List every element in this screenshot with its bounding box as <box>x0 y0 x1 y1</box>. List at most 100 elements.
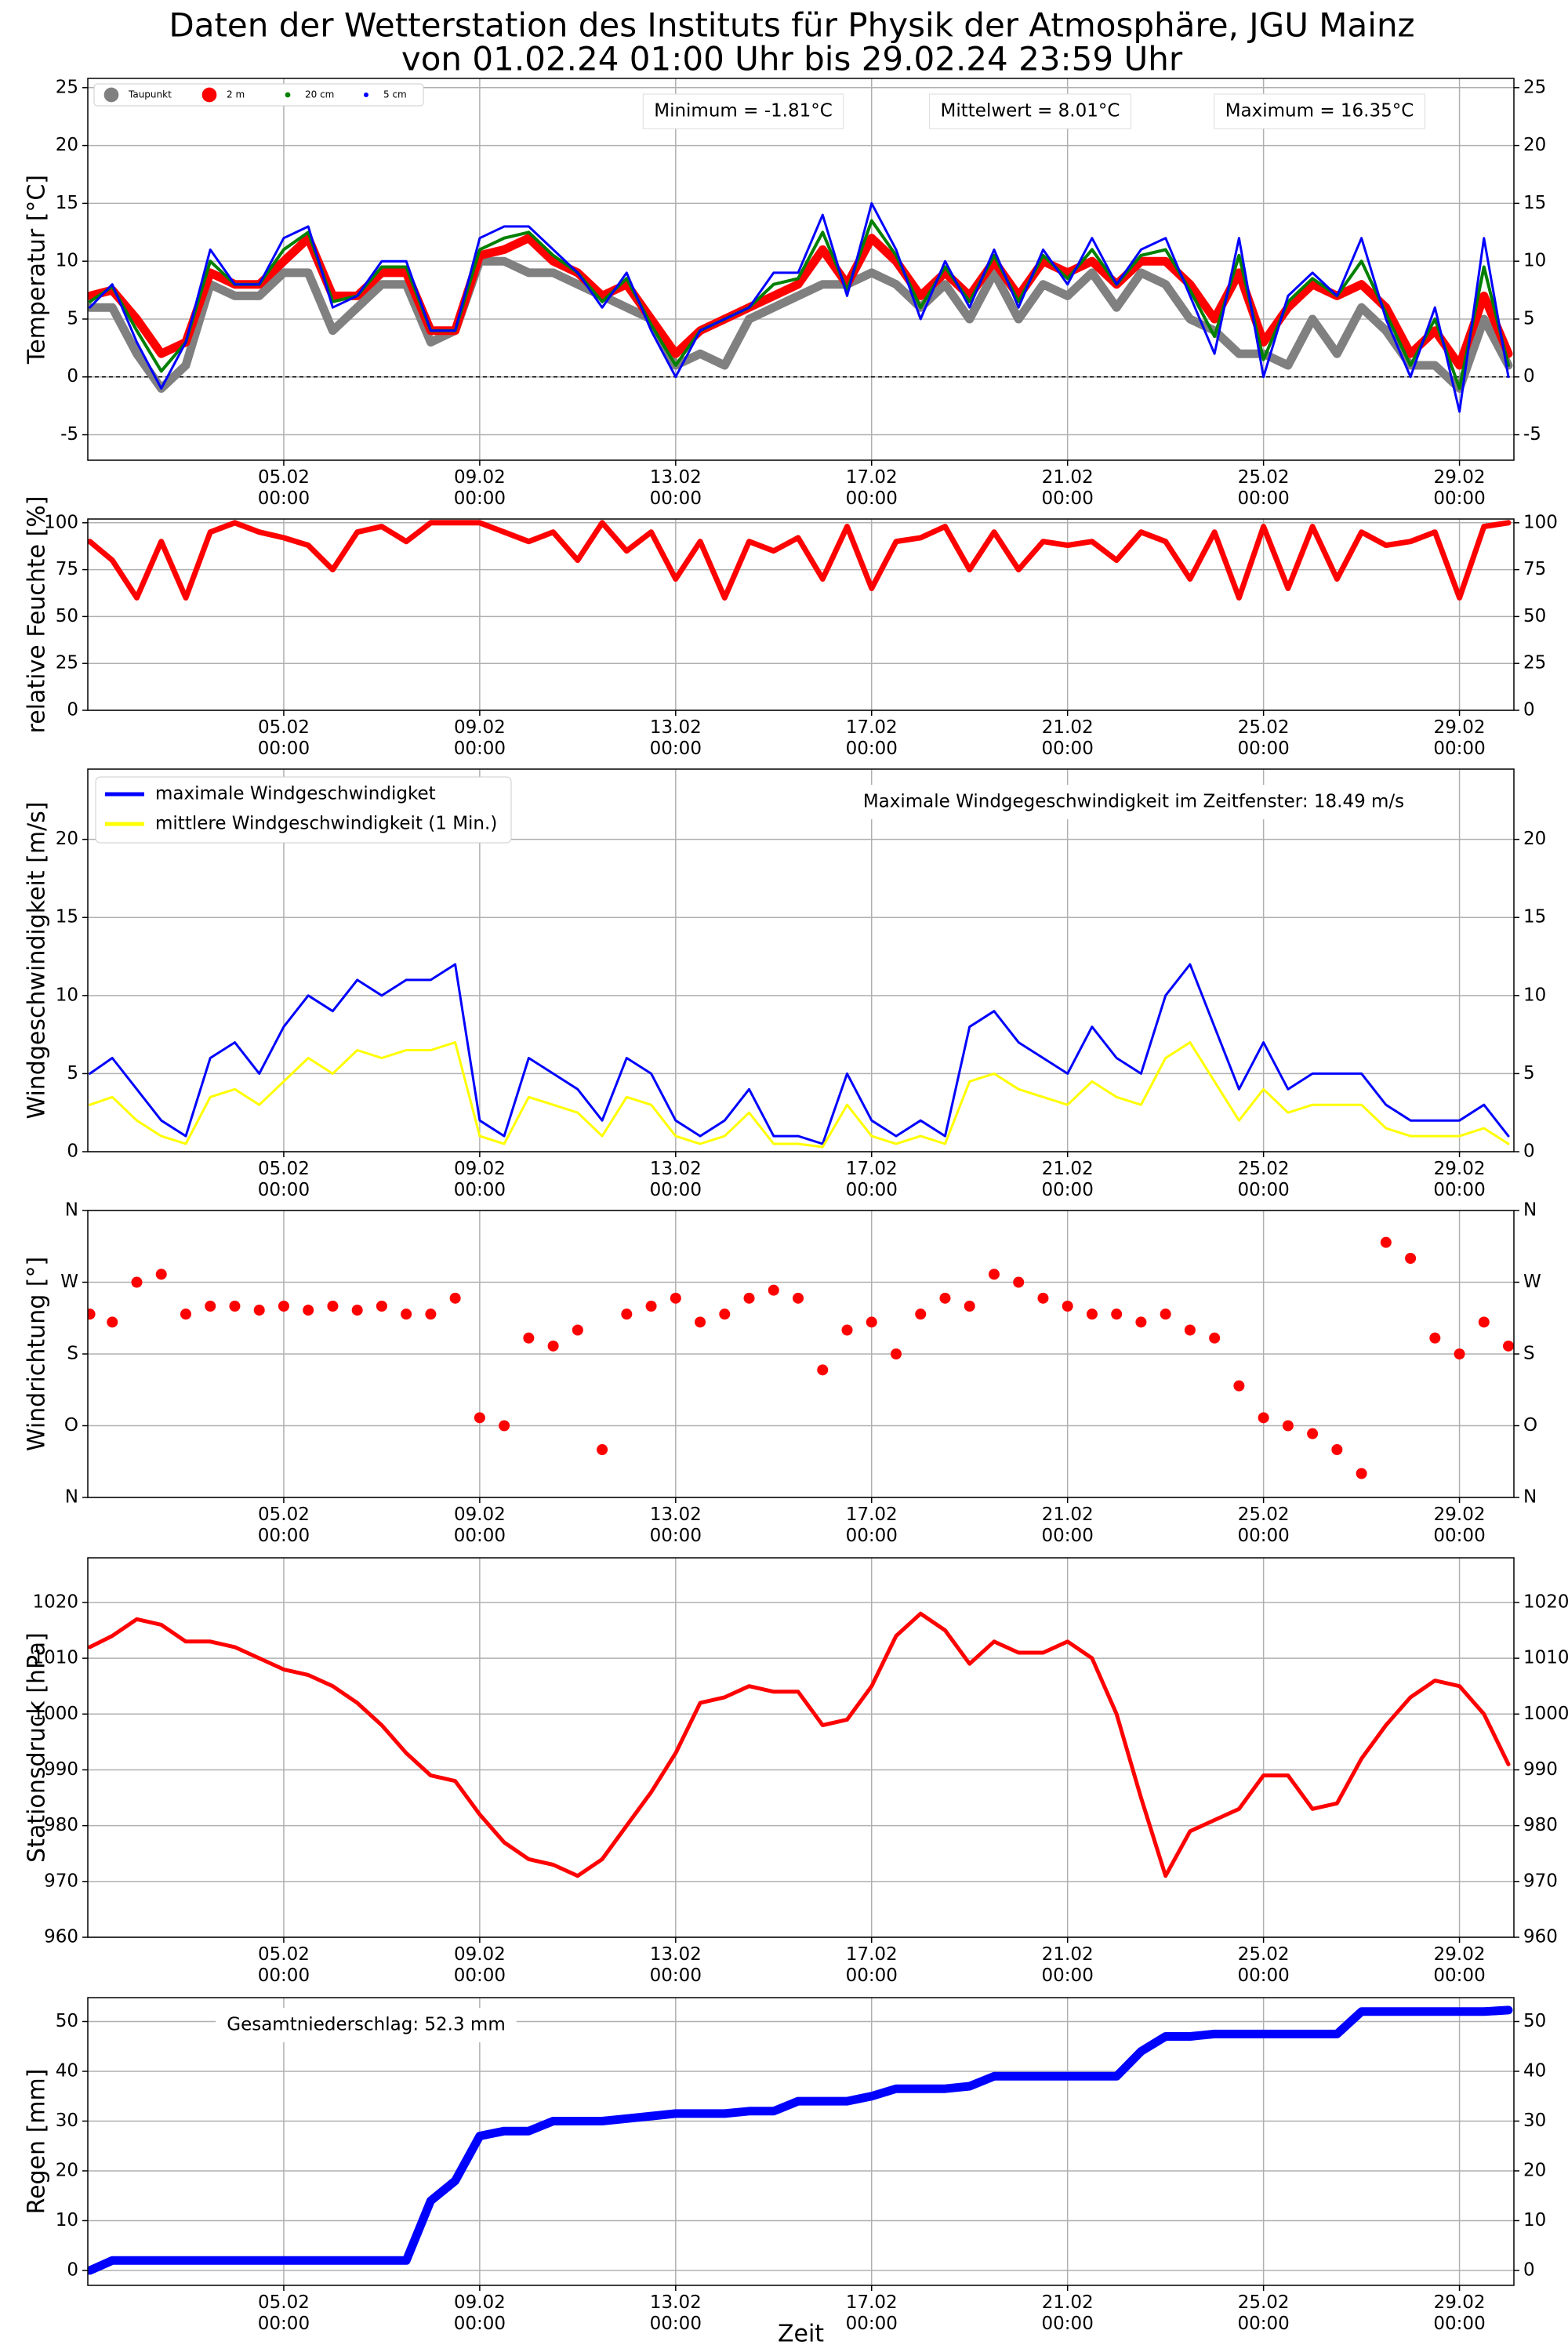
point <box>253 1305 265 1316</box>
y-tick-label: W <box>60 1272 78 1292</box>
point <box>1503 1340 1514 1352</box>
y-tick-label: 1010 <box>1523 1648 1568 1668</box>
legend-label: 2 m <box>227 89 245 100</box>
annotation-box <box>1214 93 1425 129</box>
y-tick-label: 0 <box>67 700 78 720</box>
y-tick-label: 990 <box>44 1759 78 1780</box>
point <box>523 1332 535 1344</box>
point <box>1209 1332 1221 1344</box>
line <box>89 201 1510 413</box>
y-tick-label: 970 <box>44 1871 78 1891</box>
point <box>88 1308 96 1320</box>
x-tick-label: 13.02 00:00 <box>649 1944 702 1986</box>
point <box>547 1340 559 1352</box>
annotation: Gesamtniederschlag: 52.3 mm <box>227 2015 505 2035</box>
y-tick-label: 20 <box>1523 2160 1546 2180</box>
point <box>1135 1316 1147 1328</box>
plot-area <box>89 963 1510 1149</box>
y-tick-label: 960 <box>44 1927 78 1947</box>
plot-area <box>88 520 1512 601</box>
y-axis-label: relative Feuchte [%] <box>24 496 51 734</box>
point <box>1233 1380 1245 1392</box>
plot-frame <box>87 1997 1515 2286</box>
x-tick-label: 21.02 00:00 <box>1041 467 1094 509</box>
point <box>743 1292 755 1304</box>
y-tick-label: 0 <box>1523 366 1535 387</box>
x-tick-label: 17.02 00:00 <box>845 1504 898 1546</box>
y-tick-label: 15 <box>56 907 78 927</box>
point <box>670 1292 681 1304</box>
y-tick-label: 0 <box>67 366 78 387</box>
point <box>695 1316 706 1328</box>
point <box>988 1269 1000 1280</box>
annotation: Maximum = 16.35°C <box>1225 101 1414 122</box>
plot-area <box>88 1611 1511 1878</box>
point <box>1380 1236 1392 1248</box>
x-tick-label: 29.02 00:00 <box>1433 1159 1486 1200</box>
y-tick-label: 10 <box>1523 251 1546 271</box>
y-tick-label: 15 <box>1523 193 1546 213</box>
y-tick-label: N <box>1523 1487 1537 1508</box>
y-tick-label: 20 <box>1523 135 1546 155</box>
annotation-box <box>216 2008 517 2042</box>
y-tick-label: 25 <box>1523 653 1546 673</box>
point <box>474 1412 485 1424</box>
x-tick-label: 17.02 00:00 <box>845 1944 898 1986</box>
x-tick-label: 29.02 00:00 <box>1433 1504 1486 1546</box>
y-tick-label: N <box>65 1200 78 1221</box>
x-tick-label: 05.02 00:00 <box>257 1504 310 1546</box>
y-tick-label: 980 <box>44 1815 78 1835</box>
y-axis-label: Windrichtung [°] <box>24 1257 51 1451</box>
x-tick-label: 09.02 00:00 <box>453 717 506 759</box>
point <box>645 1301 657 1312</box>
point <box>1405 1253 1417 1264</box>
legend-marker <box>103 87 119 103</box>
plot-frame <box>87 78 1515 461</box>
y-tick-label: 100 <box>44 512 78 532</box>
plot-area <box>88 2005 1513 2275</box>
point <box>964 1301 975 1312</box>
legend-marker <box>201 87 217 103</box>
x-tick-label: 09.02 00:00 <box>453 1504 506 1546</box>
x-tick-label: 29.02 00:00 <box>1433 2292 1486 2334</box>
point <box>768 1284 779 1296</box>
point <box>327 1301 339 1312</box>
x-axis-label: Zeit <box>778 2321 824 2348</box>
point <box>1429 1332 1441 1344</box>
y-tick-label: 75 <box>1523 559 1546 579</box>
x-tick-label: 09.02 00:00 <box>453 1159 506 1200</box>
x-tick-label: 05.02 00:00 <box>257 1944 310 1986</box>
plot-area <box>88 1236 1514 1479</box>
point <box>572 1324 583 1336</box>
y-tick-label: 20 <box>56 135 78 155</box>
y-tick-label: 5 <box>1523 308 1535 328</box>
annotation: Maximale Windgegeschwindigkeit im Zeitfe… <box>863 792 1404 812</box>
y-tick-label: 10 <box>56 985 78 1005</box>
point <box>1454 1348 1465 1359</box>
x-tick-label: 21.02 00:00 <box>1041 1159 1094 1200</box>
point <box>1013 1276 1025 1288</box>
y-axis-label: Windgeschwindigkeit [m/s] <box>24 801 51 1119</box>
point <box>205 1301 216 1312</box>
y-tick-label: 0 <box>1523 700 1535 720</box>
y-tick-label: 20 <box>56 829 78 849</box>
y-tick-label: 1000 <box>32 1704 78 1724</box>
x-tick-label: 29.02 00:00 <box>1433 1944 1486 1986</box>
point <box>376 1301 387 1312</box>
x-tick-label: 21.02 00:00 <box>1041 1504 1094 1546</box>
y-tick-label: 10 <box>1523 985 1546 1005</box>
point <box>866 1316 877 1328</box>
y-tick-label: 50 <box>56 606 78 626</box>
y-tick-label: 1010 <box>32 1648 78 1668</box>
y-tick-label: O <box>1523 1415 1537 1436</box>
legend-label: Taupunkt <box>128 89 172 100</box>
point <box>1282 1420 1294 1432</box>
y-tick-label: 960 <box>1523 1927 1558 1947</box>
point <box>597 1444 608 1455</box>
x-tick-label: 25.02 00:00 <box>1237 1944 1290 1986</box>
x-tick-label: 21.02 00:00 <box>1041 1944 1094 1986</box>
point <box>107 1316 118 1328</box>
point <box>890 1348 902 1359</box>
line <box>88 2005 1513 2275</box>
y-tick-label: 40 <box>1523 2060 1546 2081</box>
